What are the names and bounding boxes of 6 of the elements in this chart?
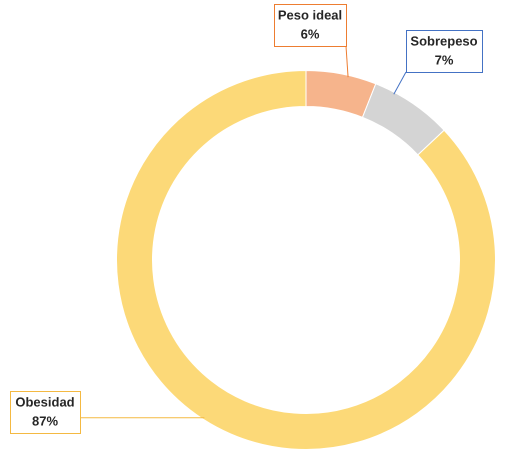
data-label: 6% [300, 26, 320, 42]
slice-label: Peso ideal [278, 8, 342, 23]
data-label: 7% [434, 52, 454, 68]
data-label: 87% [32, 414, 58, 429]
slice-label: Sobrepeso [410, 34, 478, 49]
slice-label: Obesidad [15, 394, 75, 410]
